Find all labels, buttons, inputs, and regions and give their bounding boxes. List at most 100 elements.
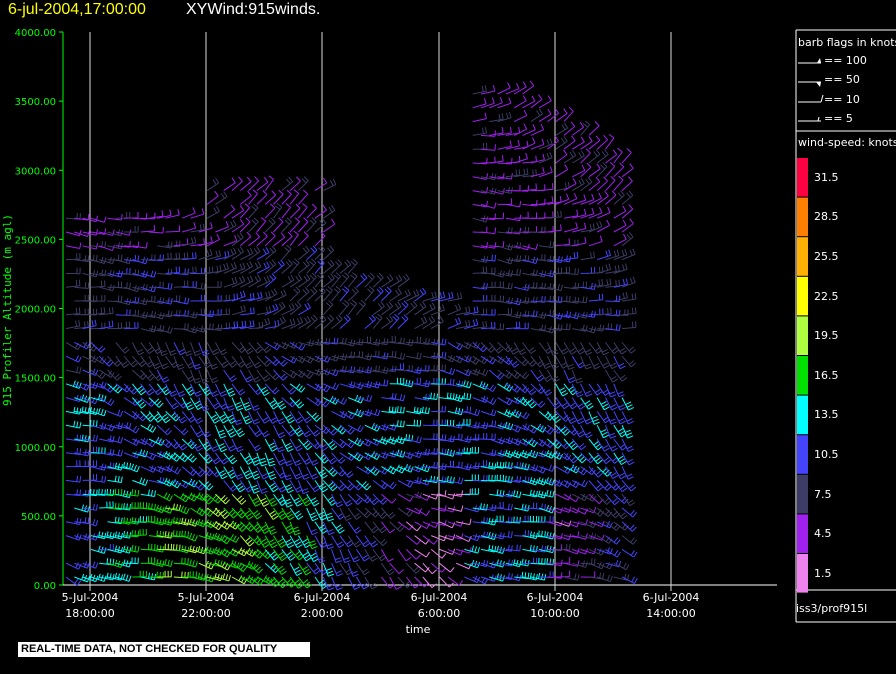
wind-barb	[322, 286, 333, 302]
wind-barb-shaft	[239, 355, 248, 369]
wind-barb	[231, 521, 247, 532]
wind-barb-flag	[205, 433, 212, 438]
wind-barb-shaft	[273, 341, 287, 350]
wind-barb-flag	[313, 429, 319, 435]
wind-barb-flag	[271, 553, 278, 559]
wind-barb-shaft	[381, 507, 392, 519]
wind-barb-flag	[247, 460, 254, 465]
wind-barb-flag	[355, 529, 362, 534]
wind-barb	[65, 394, 82, 402]
wind-barb-shaft	[115, 521, 130, 525]
wind-barb-shaft	[339, 466, 350, 478]
wind-barb-flag	[380, 556, 387, 562]
wind-barb-shaft	[148, 479, 163, 484]
wind-barb-flag	[81, 434, 84, 441]
wind-barb-flag	[473, 306, 476, 313]
wind-barb-shaft	[347, 480, 359, 491]
wind-barb-flag	[388, 315, 394, 321]
wind-barb	[264, 397, 279, 410]
wind-barb-flag	[138, 388, 145, 393]
wind-barb-flag	[402, 353, 406, 360]
wind-barb-shaft	[497, 507, 512, 511]
wind-barb-flag	[474, 546, 477, 553]
wind-barb-flag	[310, 288, 316, 294]
wind-barb-flag	[236, 473, 243, 477]
wind-barb	[231, 383, 246, 396]
wind-barb	[248, 261, 262, 274]
wind-barb-flag	[441, 553, 447, 559]
wind-barb-flag	[120, 423, 124, 430]
wind-barb-flag	[313, 414, 319, 420]
wind-barb-shaft	[281, 193, 292, 205]
wind-barb-flag	[362, 554, 368, 559]
wind-barb-flag	[153, 362, 160, 367]
wind-barb-shaft	[231, 267, 246, 274]
wind-barb-flag	[150, 270, 154, 277]
wind-barb-flag	[471, 545, 475, 552]
wind-barb-shaft	[223, 240, 237, 247]
wind-barb-flag	[302, 538, 308, 543]
wind-barb-flag	[323, 384, 328, 391]
wind-barb-flag	[170, 327, 173, 334]
wind-barb-flag	[164, 517, 167, 524]
wind-barb-shaft	[347, 521, 357, 534]
wind-barb	[306, 535, 318, 550]
wind-barb-flag	[494, 242, 497, 249]
wind-barb	[107, 383, 123, 394]
wind-barb-shaft	[223, 562, 237, 569]
wind-barb-flag	[331, 460, 337, 465]
wind-barb-flag	[302, 203, 308, 208]
wind-barb-flag	[298, 403, 305, 409]
wind-barb-shaft	[239, 452, 249, 465]
wind-barb-shaft	[248, 424, 258, 437]
wind-barb-shaft	[65, 562, 79, 570]
wind-barb-flag	[303, 231, 309, 237]
wind-barb	[124, 517, 140, 525]
wind-barb	[140, 369, 155, 381]
wind-barb	[157, 252, 172, 261]
wind-barb-flag	[169, 495, 173, 502]
wind-barb-flag	[227, 469, 234, 474]
wind-barb-flag	[319, 514, 326, 519]
wind-barb-shaft	[90, 231, 105, 235]
wind-barb	[414, 478, 431, 486]
wind-barb-shaft	[182, 227, 196, 233]
wind-barb-flag	[316, 444, 322, 450]
wind-barb-shaft	[223, 326, 238, 330]
wind-barb	[82, 319, 97, 330]
wind-barb-shaft	[132, 259, 146, 265]
wind-barb-shaft	[489, 328, 504, 331]
wind-barb-flag	[109, 435, 112, 442]
wind-barb-shaft	[107, 521, 122, 525]
wind-barb	[223, 235, 238, 247]
wind-barb-shaft	[231, 548, 245, 557]
wind-barb-shaft	[248, 355, 257, 369]
wind-barb-flag	[167, 531, 170, 538]
wind-barb-flag	[303, 541, 310, 546]
wind-barb-flag	[197, 492, 201, 498]
wind-barb-flag	[236, 293, 239, 300]
wind-barb	[190, 342, 202, 357]
wind-barb-flag	[366, 394, 370, 401]
wind-barb-flag	[98, 488, 100, 495]
wind-barb-shaft	[148, 259, 163, 262]
wind-barb-shaft	[107, 562, 121, 568]
wind-barb-shaft	[240, 576, 253, 585]
wind-barb-flag	[191, 494, 196, 500]
wind-barb-shaft	[132, 397, 142, 409]
wind-barb	[356, 299, 366, 316]
wind-barb-flag	[175, 544, 178, 551]
wind-barb-flag	[410, 452, 414, 459]
wind-barb-shaft	[339, 507, 347, 521]
wind-barb-flag	[284, 498, 291, 502]
wind-barb-flag	[247, 190, 252, 197]
wind-barb	[248, 397, 260, 411]
wind-barb-flag	[87, 321, 89, 328]
wind-barb-shaft	[82, 272, 97, 278]
wind-barb-shaft	[306, 207, 317, 219]
wind-barb-flag	[311, 412, 317, 418]
wind-barb	[347, 480, 363, 491]
wind-barb-flag	[294, 532, 301, 536]
wind-barb-flag	[351, 455, 356, 461]
wind-barb-flag	[290, 389, 296, 395]
